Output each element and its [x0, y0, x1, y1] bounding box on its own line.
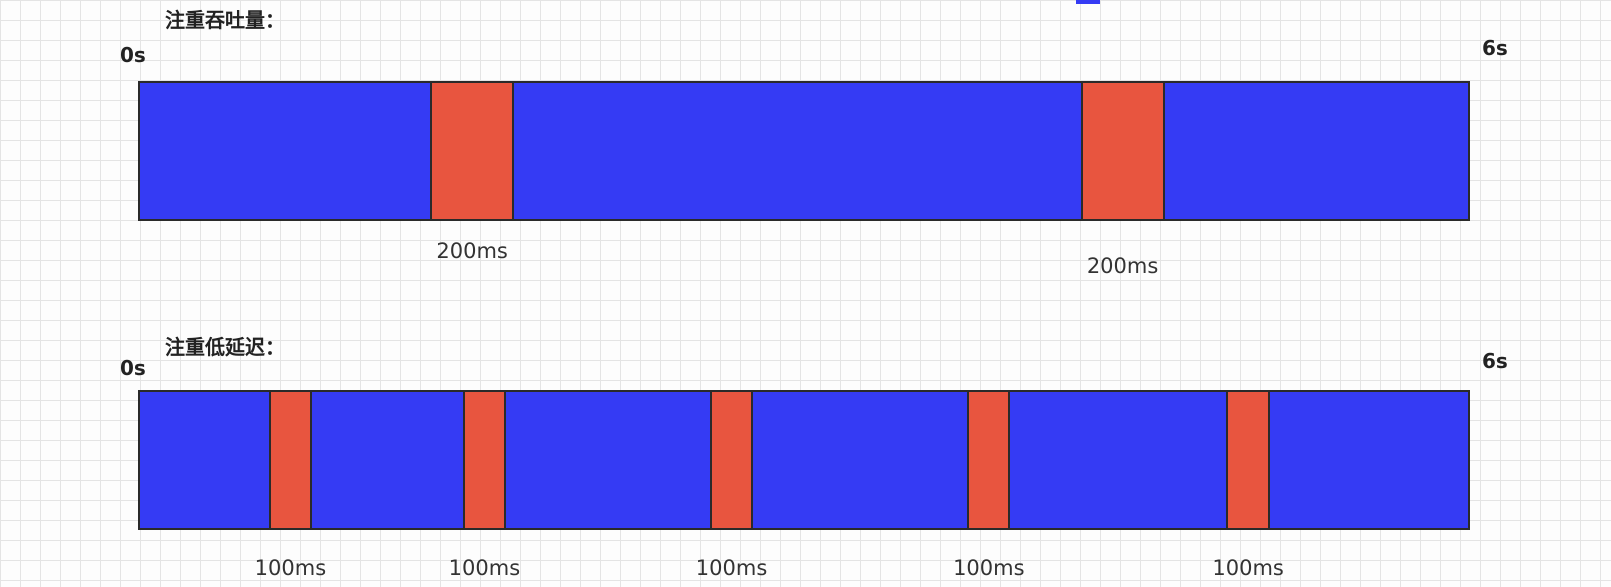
end-time-label: 6s	[1482, 36, 1508, 60]
gc-pause-segment	[1226, 392, 1270, 528]
section-title: 注重吞吐量：	[165, 8, 285, 32]
pause-duration-label: 200ms	[1086, 254, 1159, 278]
gc-pause-segment	[462, 392, 507, 528]
gc-pause-segment	[967, 392, 1011, 528]
gc-pause-segment	[268, 392, 313, 528]
end-time-label: 6s	[1482, 349, 1508, 373]
start-time-label: 0s	[120, 43, 146, 67]
pause-duration-label: 100ms	[254, 556, 327, 580]
timeline-bar	[138, 390, 1470, 530]
pause-duration-label: 100ms	[695, 556, 768, 580]
pause-duration-label: 100ms	[448, 556, 521, 580]
pause-duration-label: 200ms	[436, 239, 508, 263]
section-title: 注重低延迟：	[165, 335, 285, 359]
timeline-bar	[138, 81, 1470, 221]
pause-duration-label: 100ms	[953, 556, 1025, 580]
pause-duration-label: 100ms	[1212, 556, 1284, 580]
start-time-label: 0s	[120, 356, 146, 380]
gc-pause-segment	[1080, 83, 1165, 219]
gc-pause-segment	[430, 83, 515, 219]
gc-pause-segment	[709, 392, 754, 528]
top-edge-mark	[1076, 0, 1100, 4]
